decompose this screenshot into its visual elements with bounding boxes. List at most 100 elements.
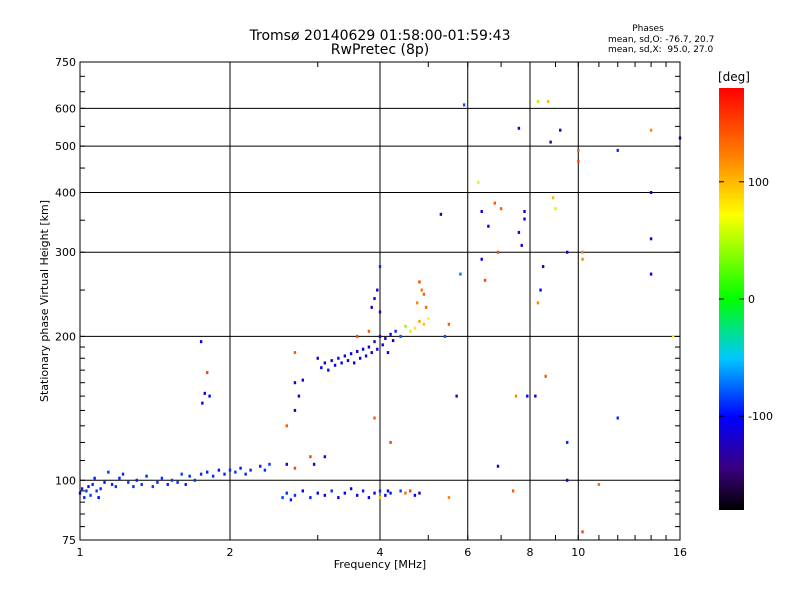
data-point <box>223 472 226 476</box>
data-point <box>389 491 392 495</box>
data-point <box>389 332 392 336</box>
data-point <box>399 334 402 338</box>
data-point <box>526 394 529 398</box>
data-point <box>99 487 102 491</box>
data-point <box>649 272 653 276</box>
chart-subtitle: RwPretec (8p) <box>331 42 429 58</box>
phases-x-stats: mean, sd,X: 95.0, 27.0 <box>608 45 714 55</box>
data-point <box>323 361 327 365</box>
data-point <box>355 493 359 497</box>
data-point <box>217 468 221 472</box>
data-point <box>285 462 288 466</box>
data-point <box>534 394 537 398</box>
data-point <box>293 493 297 497</box>
data-point <box>384 336 387 340</box>
data-point <box>263 468 267 472</box>
data-point <box>373 297 376 301</box>
data-point <box>80 487 84 491</box>
x-tick-label: 10 <box>571 546 585 559</box>
data-point <box>551 196 555 200</box>
data-point <box>180 472 183 476</box>
data-point <box>565 478 569 482</box>
y-tick-label: 600 <box>55 102 76 115</box>
data-point <box>259 464 262 468</box>
data-point <box>184 482 187 486</box>
data-point <box>293 351 297 355</box>
data-point <box>323 493 327 497</box>
data-point <box>523 210 526 214</box>
data-point <box>539 288 542 292</box>
x-tick-label: 2 <box>227 546 234 559</box>
data-point <box>443 334 447 338</box>
data-point <box>447 496 451 500</box>
data-point <box>205 371 209 375</box>
colorbar-tick-label: -100 <box>748 410 773 423</box>
x-tick-label: 1 <box>77 546 84 559</box>
data-point <box>413 493 417 497</box>
data-point <box>358 356 362 360</box>
data-point <box>301 489 305 493</box>
data-point <box>340 361 343 365</box>
data-point <box>297 394 301 398</box>
data-point <box>649 237 653 241</box>
grid-lines <box>80 62 680 540</box>
data-point <box>511 489 515 493</box>
data-point <box>499 207 503 211</box>
data-point <box>87 485 90 489</box>
data-point <box>439 212 443 216</box>
data-point <box>151 485 155 489</box>
data-point <box>355 349 359 353</box>
data-point <box>370 351 373 355</box>
data-point <box>203 391 206 395</box>
phases-header: Phases <box>632 24 664 34</box>
data-point <box>199 340 203 344</box>
data-point <box>671 334 675 338</box>
data-point <box>413 326 417 330</box>
x-tick-label: 6 <box>464 546 471 559</box>
data-point <box>422 292 426 296</box>
data-point <box>381 343 384 347</box>
data-point <box>427 316 430 320</box>
data-point <box>323 455 327 459</box>
data-point <box>316 356 319 360</box>
data-point <box>378 496 382 500</box>
data-point <box>462 103 466 107</box>
data-point <box>343 491 347 495</box>
data-point <box>520 243 523 247</box>
data-point <box>337 496 340 500</box>
data-point <box>373 491 376 495</box>
data-point <box>140 482 143 486</box>
data-point <box>103 480 106 484</box>
data-point <box>394 329 397 333</box>
x-axis-label: Frequency [MHz] <box>334 558 426 571</box>
data-point <box>244 472 247 476</box>
data-point <box>309 496 312 500</box>
data-point <box>367 345 371 349</box>
data-point <box>281 496 284 500</box>
data-point <box>330 359 333 363</box>
data-point <box>289 498 293 502</box>
data-point <box>549 140 552 144</box>
x-tick-label: 4 <box>377 546 384 559</box>
data-point <box>121 472 125 476</box>
data-point <box>361 347 365 351</box>
data-point <box>546 100 550 104</box>
y-tick-label: 100 <box>55 474 76 487</box>
data-point <box>118 476 121 480</box>
data-point <box>389 440 392 444</box>
data-point <box>418 491 421 495</box>
data-point <box>114 485 118 489</box>
data-point <box>541 265 545 269</box>
data-point <box>176 480 179 484</box>
data-point <box>487 224 490 228</box>
data-point <box>384 493 387 497</box>
data-point <box>477 180 480 184</box>
data-point <box>95 489 98 493</box>
data-point <box>110 482 114 486</box>
data-point <box>367 329 371 333</box>
data-point <box>285 424 288 428</box>
x-tick-labels: 1 2 4 6 8 10 16 <box>77 546 688 559</box>
data-point <box>293 408 297 412</box>
data-point <box>234 470 237 474</box>
data-point <box>211 474 215 478</box>
